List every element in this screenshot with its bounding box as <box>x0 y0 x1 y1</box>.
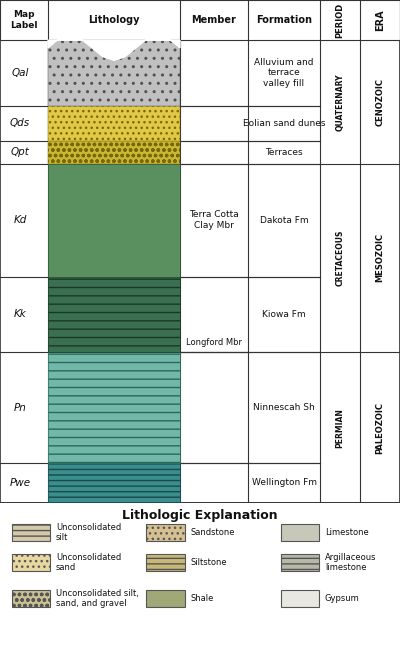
Text: Argillaceous
limestone: Argillaceous limestone <box>325 553 376 572</box>
Bar <box>48 463 180 503</box>
Text: Terraces: Terraces <box>265 148 303 157</box>
Text: MESOZOIC: MESOZOIC <box>376 233 384 283</box>
Text: Unconsolidated silt,
sand, and gravel: Unconsolidated silt, sand, and gravel <box>56 589 139 608</box>
Text: Lithology: Lithology <box>88 15 140 25</box>
Text: Eolian sand dunes: Eolian sand dunes <box>243 119 325 128</box>
Text: Qal: Qal <box>11 68 29 78</box>
Bar <box>146 553 185 571</box>
Text: Limestone: Limestone <box>325 528 368 537</box>
Bar <box>48 463 180 503</box>
Bar <box>48 163 180 277</box>
Text: CRETACEOUS: CRETACEOUS <box>336 230 344 286</box>
Text: Kiowa Fm: Kiowa Fm <box>262 310 306 319</box>
Bar <box>48 352 180 463</box>
Text: ERA: ERA <box>375 9 385 31</box>
Text: Map
Label: Map Label <box>10 10 38 30</box>
Text: Pn: Pn <box>14 402 26 413</box>
Text: Longford Mbr: Longford Mbr <box>186 338 242 347</box>
Text: Member: Member <box>192 15 236 25</box>
Text: Wellington Fm: Wellington Fm <box>252 479 316 488</box>
Bar <box>48 106 180 141</box>
Bar <box>48 40 180 106</box>
Polygon shape <box>48 35 180 61</box>
Text: Shale: Shale <box>190 594 214 603</box>
Text: Unconsolidated
silt: Unconsolidated silt <box>56 522 121 542</box>
Text: Kk: Kk <box>14 310 26 319</box>
Text: PERIOD: PERIOD <box>336 3 344 38</box>
Text: Lithologic Explanation: Lithologic Explanation <box>122 509 278 522</box>
Text: Unconsolidated
sand: Unconsolidated sand <box>56 553 121 572</box>
Text: Pwe: Pwe <box>10 478 30 488</box>
Bar <box>146 590 185 607</box>
Text: Gypsum: Gypsum <box>325 594 360 603</box>
Text: Terra Cotta
Clay Mbr: Terra Cotta Clay Mbr <box>189 210 239 230</box>
Bar <box>12 524 50 541</box>
Text: Kd: Kd <box>13 215 27 225</box>
Bar <box>48 40 180 106</box>
Bar <box>48 141 180 163</box>
Text: PALEOZOIC: PALEOZOIC <box>376 402 384 453</box>
Bar <box>146 524 185 541</box>
Bar <box>281 553 319 571</box>
Text: CENOZOIC: CENOZOIC <box>376 78 384 126</box>
Bar <box>281 590 319 607</box>
Bar <box>48 277 180 352</box>
Text: Sandstone: Sandstone <box>190 528 235 537</box>
Bar <box>12 590 50 607</box>
Bar <box>48 352 180 463</box>
Text: Alluvium and
terrace
valley fill: Alluvium and terrace valley fill <box>254 58 314 88</box>
Text: Ninnescah Sh: Ninnescah Sh <box>253 403 315 412</box>
Bar <box>48 277 180 352</box>
Text: Siltstone: Siltstone <box>190 558 227 567</box>
Bar <box>0 0 400 40</box>
Bar <box>48 163 180 277</box>
Bar <box>12 553 50 571</box>
Text: PERMIAN: PERMIAN <box>336 408 344 448</box>
Text: Formation: Formation <box>256 15 312 25</box>
Text: Qpt: Qpt <box>10 147 30 157</box>
Bar <box>48 106 180 141</box>
Bar <box>281 524 319 541</box>
Bar <box>48 141 180 163</box>
Text: QUATERNARY: QUATERNARY <box>336 73 344 131</box>
Text: Qds: Qds <box>10 118 30 128</box>
Text: Dakota Fm: Dakota Fm <box>260 215 308 224</box>
